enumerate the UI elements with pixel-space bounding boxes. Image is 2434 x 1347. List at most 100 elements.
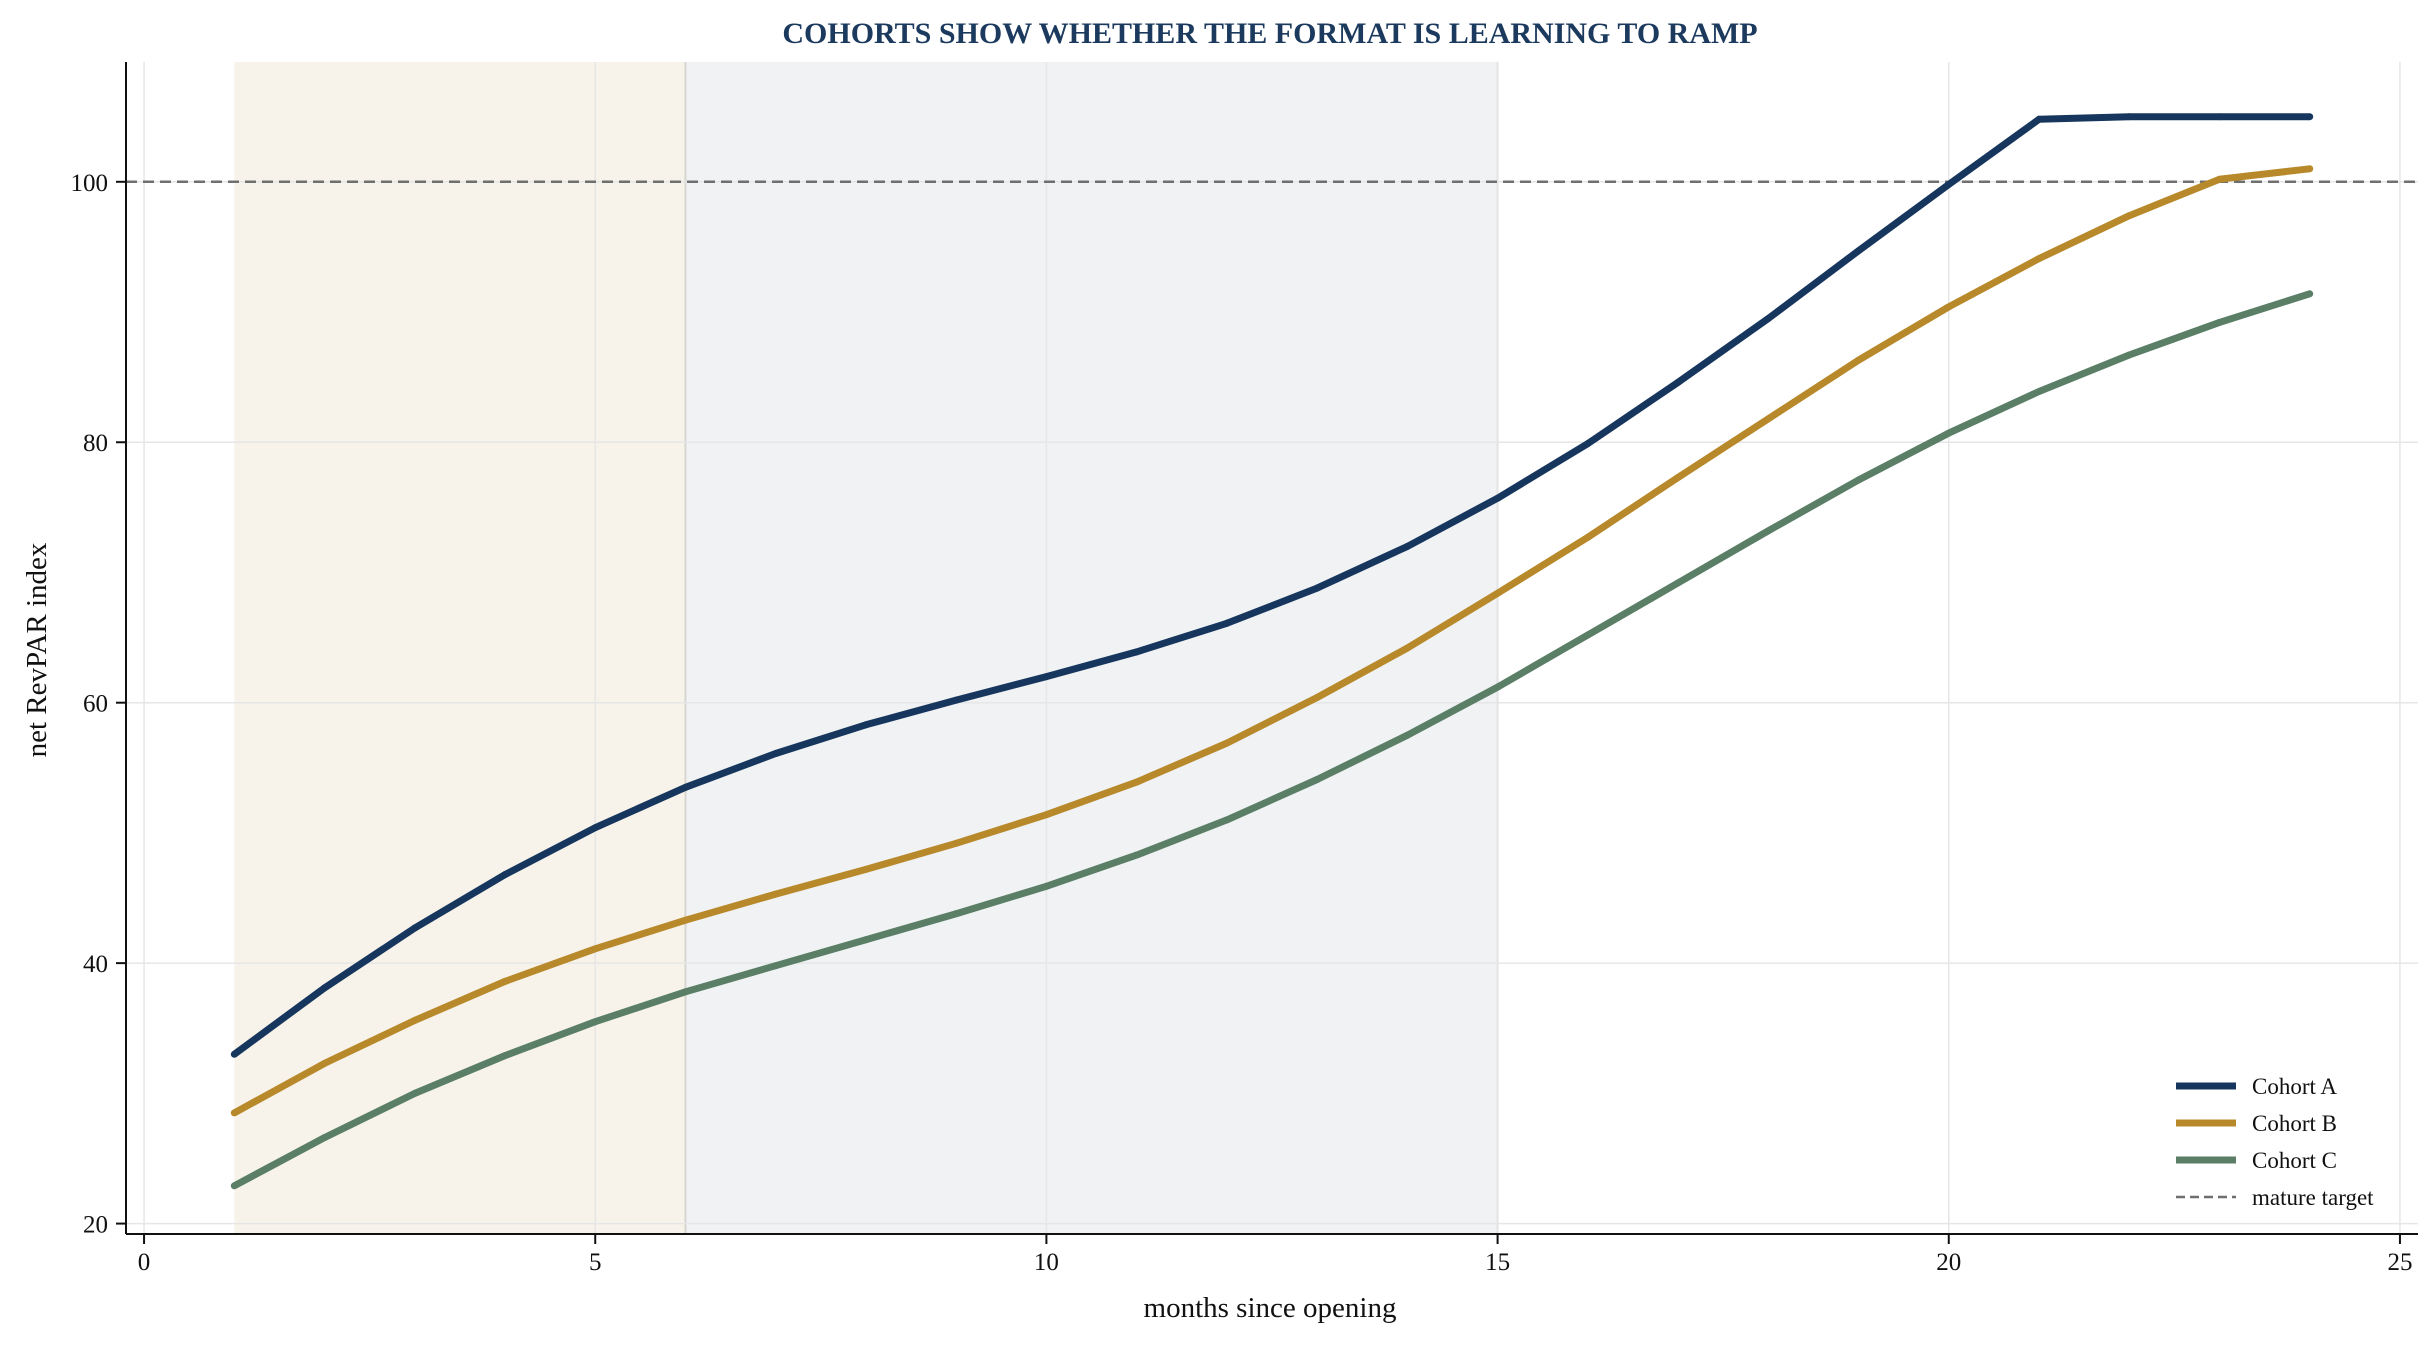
data-point-cohort-b	[862, 865, 870, 873]
data-point-cohort-c	[1223, 816, 1231, 824]
data-point-cohort-c	[1855, 476, 1863, 484]
data-point-cohort-a	[230, 1050, 238, 1058]
x-tick-label: 5	[589, 1249, 602, 1276]
y-tick-label: 100	[71, 170, 109, 197]
data-point-cohort-b	[591, 945, 599, 953]
x-tick-label: 15	[1485, 1249, 1510, 1276]
data-point-cohort-b	[411, 1016, 419, 1024]
data-point-cohort-c	[1764, 527, 1772, 535]
data-point-cohort-c	[2035, 387, 2043, 395]
data-point-cohort-a	[1403, 542, 1411, 550]
legend-label-cohort-b: Cohort B	[2252, 1111, 2337, 1136]
data-point-cohort-a	[1855, 247, 1863, 255]
data-point-cohort-a	[1674, 378, 1682, 386]
data-point-cohort-c	[1584, 631, 1592, 639]
data-point-cohort-c	[591, 1018, 599, 1026]
data-point-cohort-a	[1133, 648, 1141, 656]
y-tick-label: 20	[83, 1212, 108, 1239]
legend: Cohort A Cohort B Cohort C mature target	[2176, 1074, 2374, 1210]
data-point-cohort-c	[1042, 882, 1050, 890]
chart-title: COHORTS SHOW WHETHER THE FORMAT IS LEARN…	[782, 17, 1757, 50]
data-point-cohort-c	[681, 988, 689, 996]
data-point-cohort-c	[1674, 579, 1682, 587]
y-tick-label: 60	[83, 691, 108, 718]
data-point-cohort-a	[2125, 113, 2133, 121]
legend-label-cohort-c: Cohort C	[2252, 1148, 2337, 1173]
shaded-bands	[234, 62, 1499, 1234]
data-point-cohort-a	[1223, 619, 1231, 627]
data-point-cohort-a	[2306, 113, 2314, 121]
data-point-cohort-b	[321, 1059, 329, 1067]
data-point-cohort-c	[952, 910, 960, 918]
data-point-cohort-c	[1403, 731, 1411, 739]
x-tick-label: 10	[1034, 1249, 1059, 1276]
data-point-cohort-c	[772, 962, 780, 970]
data-point-cohort-a	[862, 721, 870, 729]
data-point-cohort-c	[1313, 776, 1321, 784]
data-point-cohort-c	[321, 1134, 329, 1142]
x-tick-label: 25	[2387, 1249, 2412, 1276]
data-point-cohort-a	[772, 749, 780, 757]
series-line-cohort-c	[232, 290, 2311, 1189]
data-point-cohort-b	[2125, 212, 2133, 220]
data-point-cohort-b	[2306, 165, 2314, 173]
data-point-cohort-a	[1494, 494, 1502, 502]
data-point-cohort-c	[862, 936, 870, 944]
data-point-cohort-b	[772, 890, 780, 898]
data-point-cohort-a	[1945, 180, 1953, 188]
data-point-cohort-b	[1764, 415, 1772, 423]
data-point-cohort-a	[2035, 115, 2043, 123]
data-point-cohort-a	[321, 984, 329, 992]
axes	[125, 62, 2418, 1235]
data-point-cohort-c	[1133, 851, 1141, 859]
data-point-cohort-b	[952, 839, 960, 847]
data-point-cohort-a	[501, 871, 509, 879]
data-point-cohort-c	[411, 1089, 419, 1097]
data-point-cohort-b	[1133, 778, 1141, 786]
x-tick-label: 0	[138, 1249, 151, 1276]
data-point-cohort-b	[501, 977, 509, 985]
data-point-cohort-a	[1042, 673, 1050, 681]
series-lines	[230, 113, 2314, 1190]
data-point-cohort-c	[501, 1052, 509, 1060]
y-tick-label: 40	[83, 951, 108, 978]
y-axis-label: net RevPAR index	[21, 542, 53, 757]
tick-labels: 0 5 10 15 20 25 20 40 60 80 100	[71, 170, 2413, 1276]
data-point-cohort-a	[1764, 315, 1772, 323]
x-tick-label: 20	[1936, 1249, 1961, 1276]
data-point-cohort-a	[2215, 113, 2223, 121]
data-point-cohort-b	[681, 916, 689, 924]
data-point-cohort-b	[2035, 255, 2043, 263]
data-point-cohort-b	[1945, 303, 1953, 311]
data-point-cohort-a	[681, 783, 689, 791]
y-tick-label: 80	[83, 430, 108, 457]
data-point-cohort-b	[1584, 533, 1592, 541]
data-point-cohort-c	[230, 1182, 238, 1190]
data-point-cohort-a	[411, 924, 419, 932]
data-point-cohort-b	[1674, 473, 1682, 481]
data-point-cohort-a	[952, 696, 960, 704]
data-point-cohort-c	[2125, 351, 2133, 359]
data-point-cohort-b	[1042, 811, 1050, 819]
data-point-cohort-a	[1313, 584, 1321, 592]
data-point-cohort-b	[1494, 589, 1502, 597]
data-point-cohort-c	[2306, 290, 2314, 298]
data-point-cohort-b	[1403, 644, 1411, 652]
data-point-cohort-b	[230, 1109, 238, 1117]
data-point-cohort-b	[1223, 739, 1231, 747]
shaded-band-1	[234, 62, 686, 1234]
shaded-band-2	[685, 62, 1498, 1234]
data-point-cohort-c	[1945, 429, 1953, 437]
data-point-cohort-b	[1855, 356, 1863, 364]
legend-label-mature-target: mature target	[2252, 1185, 2374, 1210]
data-point-cohort-b	[2215, 175, 2223, 183]
data-point-cohort-c	[1494, 683, 1502, 691]
series-line-cohort-a	[232, 113, 2310, 1058]
data-point-cohort-a	[1584, 440, 1592, 448]
data-point-cohort-b	[1313, 693, 1321, 701]
x-axis-label: months since opening	[1144, 1292, 1397, 1324]
data-point-cohort-a	[591, 824, 599, 832]
series-line-cohort-b	[232, 165, 2311, 1116]
